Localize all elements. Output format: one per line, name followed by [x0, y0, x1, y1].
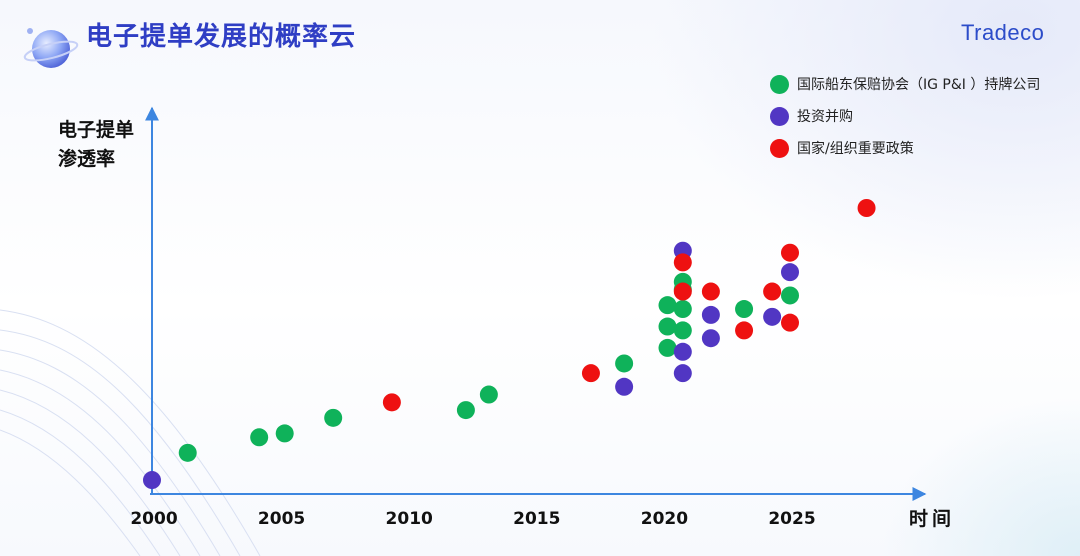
data-point-series-0 [658, 296, 677, 315]
y-axis-title-line: 渗透率 [58, 148, 116, 170]
data-point-series-2 [382, 393, 401, 412]
data-point-series-2 [581, 364, 600, 383]
data-point-series-0 [456, 401, 475, 420]
data-point-series-1 [615, 377, 634, 396]
x-tick-label: 2015 [513, 509, 560, 529]
x-tick-labels: 2000 2005 2010 2015 2020 2025 [130, 509, 815, 529]
planet-logo-icon [23, 28, 79, 68]
data-point-series-1 [763, 307, 782, 326]
x-tick-label: 2005 [258, 509, 305, 529]
legend-label: 投资并购 [797, 109, 853, 125]
legend-item: 投资并购 [770, 100, 1040, 132]
data-point-series-2 [673, 282, 692, 301]
data-point-series-1 [701, 329, 720, 348]
brand-logo: Tradeco [961, 20, 1045, 45]
x-tick-label: 2000 [130, 509, 177, 529]
data-point-series-1 [673, 364, 692, 383]
data-point-series-1 [143, 471, 161, 490]
decorative-wave-lines [0, 309, 261, 556]
data-point-series-2 [781, 243, 799, 262]
data-point-series-2 [857, 199, 876, 217]
data-point-series-1 [701, 305, 720, 324]
data-point-series-0 [324, 408, 343, 427]
x-tick-label: 2010 [386, 509, 433, 529]
data-point-series-0 [673, 321, 692, 340]
chart-legend: 国际船东保赔协会（IG P&I ）持牌公司 投资并购 国家/组织重要政策 [770, 68, 1040, 164]
data-point-series-0 [658, 317, 677, 336]
data-point-series-0 [673, 300, 692, 319]
data-point-series-0 [250, 428, 269, 447]
legend-marker-green [770, 74, 789, 94]
data-point-series-0 [178, 443, 197, 462]
legend-item: 国家/组织重要政策 [770, 132, 1040, 164]
data-point-series-1 [781, 263, 799, 282]
legend-label: 国际船东保赔协会（IG P&I ）持牌公司 [797, 77, 1041, 93]
legend-label: 国家/组织重要政策 [797, 141, 914, 157]
data-point-series-0 [615, 354, 634, 373]
data-points [143, 199, 876, 490]
page-title: 电子提单发展的概率云 [86, 22, 357, 52]
data-point-series-0 [735, 300, 754, 319]
legend-marker-red [770, 138, 789, 158]
data-point-series-2 [673, 253, 692, 272]
legend-marker-purple [770, 106, 789, 126]
data-point-series-2 [763, 282, 782, 301]
data-point-series-0 [479, 385, 498, 404]
y-axis-title: 电子提单 渗透率 [58, 116, 134, 174]
data-point-series-0 [781, 286, 799, 305]
legend-item: 国际船东保赔协会（IG P&I ）持牌公司 [770, 68, 1040, 100]
data-point-series-1 [673, 342, 692, 361]
data-point-series-0 [658, 338, 677, 357]
x-tick-label: 2025 [768, 509, 815, 529]
x-axis-title: 时间 [909, 508, 956, 530]
background-glow [880, 396, 1080, 556]
data-point-series-2 [781, 313, 799, 332]
data-point-series-0 [275, 424, 294, 443]
x-tick-label: 2020 [641, 509, 688, 529]
data-point-series-2 [701, 282, 720, 301]
data-point-series-2 [735, 321, 754, 340]
background-glow [650, 0, 1080, 300]
y-axis-title-line: 电子提单 [58, 119, 135, 141]
